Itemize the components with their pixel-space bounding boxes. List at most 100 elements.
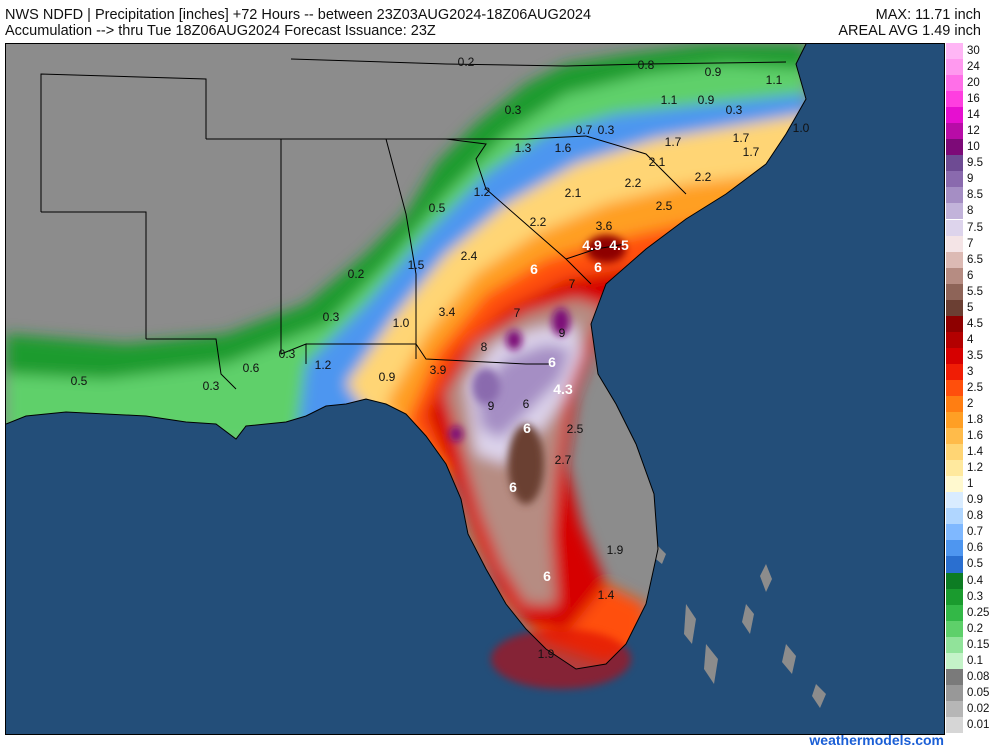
legend-swatch — [946, 652, 963, 669]
legend-entry: 24 — [946, 59, 1000, 76]
header-title: NWS NDFD | Precipitation [inches] +72 Ho… — [5, 7, 592, 23]
map-value-label: 1.2 — [474, 185, 491, 199]
legend-swatch — [946, 347, 963, 364]
legend-label: 6.5 — [967, 253, 983, 266]
legend-swatch — [946, 91, 963, 108]
precipitation-map: 0.2 0.8 0.9 1.1 0.3 0.3 1.6 1.1 0.9 0.3 0.7 1.0 1.7 1… — [5, 43, 945, 735]
legend-label: 16 — [967, 93, 980, 106]
legend-label: 2 — [967, 398, 974, 411]
map-value-label: 6 — [523, 397, 530, 411]
legend-swatch — [946, 315, 963, 332]
legend-label: 0.4 — [967, 574, 983, 587]
legend-entry: 1.6 — [946, 428, 1000, 445]
legend-entry: 5 — [946, 299, 1000, 316]
map-value-label: 0.3 — [598, 123, 615, 137]
map-value-label: 6 — [594, 259, 602, 275]
legend-label: 3 — [967, 365, 974, 378]
legend-label: 4.5 — [967, 317, 983, 330]
map-value-label: 1.9 — [538, 647, 555, 661]
legend-swatch — [946, 363, 963, 380]
legend-entry: 0.08 — [946, 668, 1000, 685]
map-value-label: 2.7 — [555, 453, 572, 467]
legend-swatch — [946, 492, 963, 509]
map-value-label: 0.2 — [458, 55, 475, 69]
legend-entry: 0.25 — [946, 604, 1000, 621]
legend-entry: 14 — [946, 107, 1000, 124]
map-value-label: 6 — [523, 420, 531, 436]
legend-label: 0.1 — [967, 654, 983, 667]
map-value-label: 1.6 — [555, 141, 572, 155]
legend-swatch — [946, 171, 963, 188]
precip-field — [6, 44, 806, 664]
map-value-label: 0.3 — [505, 103, 522, 117]
legend-entry: 3.5 — [946, 347, 1000, 364]
coastline — [6, 44, 807, 670]
legend-label: 0.05 — [967, 686, 990, 699]
legend-entry: 1.4 — [946, 444, 1000, 461]
legend-label: 0.8 — [967, 510, 983, 523]
header-areal-avg: AREAL AVG 1.49 inch — [838, 23, 981, 39]
legend-entry: 0.4 — [946, 572, 1000, 589]
legend-swatch — [946, 636, 963, 653]
map-value-label: 6 — [530, 261, 538, 277]
legend-label: 0.02 — [967, 702, 990, 715]
state-borders — [40, 58, 787, 390]
map-value-label: 4.9 — [582, 237, 602, 253]
legend-swatch — [946, 716, 963, 733]
map-value-label: 0.3 — [323, 310, 340, 324]
legend-swatch — [946, 379, 963, 396]
legend-label: 0.08 — [967, 670, 990, 683]
legend-entry: 7 — [946, 235, 1000, 252]
legend-label: 0.15 — [967, 638, 990, 651]
legend-label: 1.2 — [967, 462, 983, 475]
legend-swatch — [946, 556, 963, 573]
map-value-labels: 0.2 0.8 0.91.10.30.31.61.1 0.90.30.7 1.01.71… — [71, 55, 810, 661]
map-value-label: 6 — [509, 479, 517, 495]
legend-swatch — [946, 251, 963, 268]
legend-swatch — [946, 155, 963, 172]
legend-swatch — [946, 524, 963, 541]
legend-label: 1 — [967, 478, 974, 491]
legend-entry: 16 — [946, 91, 1000, 108]
legend-swatch — [946, 123, 963, 140]
legend-label: 0.3 — [967, 590, 983, 603]
legend-entry: 9.5 — [946, 155, 1000, 172]
map-value-label: 3.4 — [439, 305, 456, 319]
map-value-label: 0.9 — [379, 370, 396, 384]
color-legend: 30 24 20 16 14 12 10 9.5 9 8.5 8 7.5 7 6.5 6 5.5 5 4.5 4 3.… — [946, 43, 1000, 733]
legend-label: 12 — [967, 125, 980, 138]
bahamas-islands — [652, 544, 826, 708]
map-value-label: 6 — [548, 354, 556, 370]
map-value-label: 2.4 — [461, 249, 478, 263]
legend-label: 8.5 — [967, 189, 983, 202]
legend-swatch — [946, 476, 963, 493]
map-value-label: 0.2 — [348, 267, 365, 281]
legend-label: 4 — [967, 333, 974, 346]
map-value-label: 0.3 — [203, 379, 220, 393]
legend-label: 9.5 — [967, 157, 983, 170]
legend-label: 9 — [967, 173, 974, 186]
legend-swatch — [946, 684, 963, 701]
map-value-label: 2.1 — [565, 186, 582, 200]
map-value-label: 1.7 — [743, 145, 760, 159]
legend-swatch — [946, 107, 963, 124]
legend-label: 5.5 — [967, 285, 983, 298]
map-value-label: 9 — [559, 326, 566, 340]
map-value-label: 0.6 — [243, 361, 260, 375]
legend-entry: 6.5 — [946, 251, 1000, 268]
map-value-label: 7 — [569, 277, 576, 291]
legend-entry: 12 — [946, 123, 1000, 140]
legend-entry: 0.1 — [946, 652, 1000, 669]
legend-entry: 10 — [946, 139, 1000, 156]
legend-swatch — [946, 203, 963, 220]
legend-swatch — [946, 59, 963, 76]
legend-entry: 5.5 — [946, 283, 1000, 300]
legend-entry: 1.2 — [946, 460, 1000, 477]
map-value-label: 9 — [488, 399, 495, 413]
legend-swatch — [946, 267, 963, 284]
map-value-label: 1.9 — [607, 543, 624, 557]
map-value-label: 0.9 — [705, 65, 722, 79]
map-value-label: 0.5 — [71, 374, 88, 388]
legend-label: 14 — [967, 109, 980, 122]
legend-swatch — [946, 139, 963, 156]
